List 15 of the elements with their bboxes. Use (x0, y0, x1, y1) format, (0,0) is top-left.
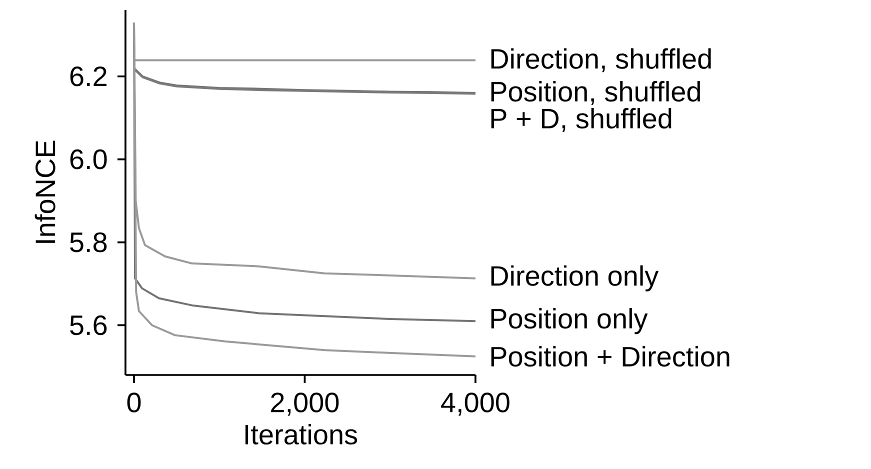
x-tick-label: 0 (127, 392, 141, 412)
x-tick-label: 4,000 (441, 392, 510, 416)
series-label: P + D, shuffled (491, 108, 672, 132)
y-tick-label: 5.8 (70, 232, 107, 252)
series-label: Direction, shuffled (491, 48, 711, 72)
x-axis-title: Iterations (245, 424, 358, 445)
series-label: Position + Direction (491, 346, 730, 367)
y-tick-label: 6.0 (70, 149, 107, 170)
series-label: Direction only (491, 265, 659, 292)
y-tick-label: 6.2 (70, 66, 106, 86)
y-tick-label: 5.6 (70, 315, 107, 336)
x-tick-label: 2,000 (271, 392, 339, 416)
series-label: Position, shuffled (491, 81, 700, 105)
y-axis-title: InfoNCE (34, 140, 56, 243)
series-label: Position only (491, 308, 648, 334)
